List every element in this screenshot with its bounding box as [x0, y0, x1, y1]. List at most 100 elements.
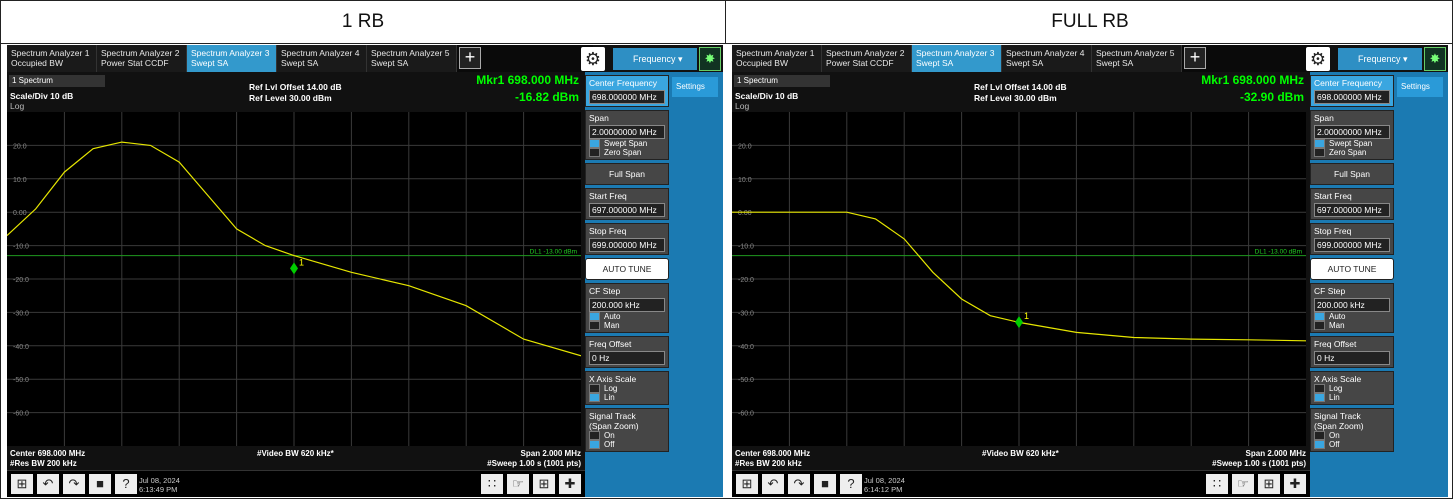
- keypad-icon[interactable]: ∷: [1206, 474, 1228, 494]
- signal-track-key[interactable]: Signal Track (Span Zoom) On Off: [1310, 408, 1394, 452]
- auto-tune-button[interactable]: AUTO TUNE: [1310, 258, 1394, 280]
- center-frequency-field[interactable]: 698.000000 MHz: [589, 90, 665, 104]
- auto-tune-button[interactable]: AUTO TUNE: [585, 258, 669, 280]
- radio-indicator: [589, 148, 600, 157]
- marker-diamond: [290, 262, 298, 275]
- on-option[interactable]: On: [589, 431, 665, 440]
- log-option[interactable]: Log: [1314, 384, 1390, 393]
- lin-option[interactable]: Lin: [1314, 393, 1390, 402]
- trace-select[interactable]: 1 Spectrum: [9, 75, 105, 87]
- tab-spectrum-analyzer-5[interactable]: Spectrum Analyzer 5 Swept SA: [367, 45, 457, 72]
- layout-icon[interactable]: ⊞: [533, 474, 555, 494]
- cf-step-field[interactable]: 200.000 kHz: [1314, 298, 1390, 312]
- cf-step-key[interactable]: CF Step 200.000 kHz Auto Man: [1310, 283, 1394, 333]
- stop-freq-key[interactable]: Stop Freq 699.000000 MHz: [1310, 223, 1394, 255]
- redo-icon[interactable]: ↷: [788, 474, 810, 494]
- off-option[interactable]: Off: [1314, 440, 1390, 449]
- add-tab-button[interactable]: +: [459, 47, 481, 69]
- freq-offset-field[interactable]: 0 Hz: [589, 351, 665, 365]
- tab-spectrum-analyzer-3[interactable]: Spectrum Analyzer 3 Swept SA: [187, 45, 277, 72]
- tab-spectrum-analyzer-1[interactable]: Spectrum Analyzer 1 Occupied BW: [7, 45, 97, 72]
- help-icon[interactable]: ?: [115, 474, 137, 494]
- folder-icon[interactable]: ■: [89, 474, 111, 494]
- undo-icon[interactable]: ↶: [762, 474, 784, 494]
- tab-spectrum-analyzer-2[interactable]: Spectrum Analyzer 2 Power Stat CCDF: [97, 45, 187, 72]
- redo-icon[interactable]: ↷: [63, 474, 85, 494]
- stop-freq-key[interactable]: Stop Freq 699.000000 MHz: [585, 223, 669, 255]
- auto-option[interactable]: Auto: [1314, 312, 1390, 321]
- res-bw-label: #Res BW 200 kHz: [735, 459, 802, 468]
- marker-frequency: Mkr1 698.000 MHz: [476, 73, 579, 87]
- tab-line2: Occupied BW: [736, 58, 788, 68]
- span-field[interactable]: 2.00000000 MHz: [1314, 125, 1390, 139]
- auto-option[interactable]: Auto: [589, 312, 665, 321]
- gear-icon[interactable]: ⚙: [1306, 47, 1330, 71]
- windows-icon[interactable]: ⊞: [736, 474, 758, 494]
- fullscreen-icon[interactable]: ✚: [1284, 474, 1306, 494]
- tab-spectrum-analyzer-2[interactable]: Spectrum Analyzer 2 Power Stat CCDF: [822, 45, 912, 72]
- windows-icon[interactable]: ⊞: [11, 474, 33, 494]
- key-sublabel: (Span Zoom): [1314, 421, 1364, 431]
- tab-spectrum-analyzer-1[interactable]: Spectrum Analyzer 1 Occupied BW: [732, 45, 822, 72]
- span-field[interactable]: 2.00000000 MHz: [589, 125, 665, 139]
- folder-icon[interactable]: ■: [814, 474, 836, 494]
- gear-icon[interactable]: ⚙: [581, 47, 605, 71]
- x-axis-scale-key[interactable]: X Axis Scale Log Lin: [585, 371, 669, 405]
- trace-select[interactable]: 1 Spectrum: [734, 75, 830, 87]
- zero-span-option[interactable]: Zero Span: [1314, 148, 1390, 157]
- frequency-dropdown[interactable]: Frequency ▾: [1338, 48, 1422, 70]
- add-tab-button[interactable]: +: [1184, 47, 1206, 69]
- cf-step-field[interactable]: 200.000 kHz: [589, 298, 665, 312]
- swept-span-option[interactable]: Swept Span: [589, 139, 665, 148]
- touch-icon[interactable]: ☞: [507, 474, 529, 494]
- scale-div: Scale/Div 10 dB: [735, 91, 799, 101]
- help-icon[interactable]: ?: [840, 474, 862, 494]
- log-option[interactable]: Log: [589, 384, 665, 393]
- settings-tab[interactable]: Settings: [1397, 77, 1443, 97]
- stop-freq-field[interactable]: 699.000000 MHz: [1314, 238, 1390, 252]
- tab-line1: Spectrum Analyzer 1: [11, 48, 90, 58]
- start-freq-field[interactable]: 697.000000 MHz: [1314, 203, 1390, 217]
- full-span-button[interactable]: Full Span: [1310, 163, 1394, 185]
- fullscreen-icon[interactable]: ✚: [559, 474, 581, 494]
- tab-spectrum-analyzer-4[interactable]: Spectrum Analyzer 4 Swept SA: [1002, 45, 1092, 72]
- layout-icon[interactable]: ⊞: [1258, 474, 1280, 494]
- freq-offset-key[interactable]: Freq Offset 0 Hz: [1310, 336, 1394, 368]
- start-freq-key[interactable]: Start Freq 697.000000 MHz: [1310, 188, 1394, 220]
- spectrum-plot[interactable]: 20.0 10.0 0.00 -10.0 -20.0 -30.0 -40.0 -50.0 -60…: [7, 112, 581, 446]
- tab-spectrum-analyzer-4[interactable]: Spectrum Analyzer 4 Swept SA: [277, 45, 367, 72]
- on-option[interactable]: On: [1314, 431, 1390, 440]
- undo-icon[interactable]: ↶: [37, 474, 59, 494]
- freq-offset-key[interactable]: Freq Offset 0 Hz: [585, 336, 669, 368]
- swept-span-option[interactable]: Swept Span: [1314, 139, 1390, 148]
- tab-spectrum-analyzer-3[interactable]: Spectrum Analyzer 3 Swept SA: [912, 45, 1002, 72]
- center-frequency-field[interactable]: 698.000000 MHz: [1314, 90, 1390, 104]
- start-freq-key[interactable]: Start Freq 697.000000 MHz: [585, 188, 669, 220]
- lin-option[interactable]: Lin: [589, 393, 665, 402]
- span-key[interactable]: Span 2.00000000 MHz Swept Span Zero Span: [1310, 110, 1394, 160]
- span-key[interactable]: Span 2.00000000 MHz Swept Span Zero Span: [585, 110, 669, 160]
- center-frequency-key[interactable]: Center Frequency 698.000000 MHz: [1310, 75, 1394, 107]
- key-label: Start Freq: [589, 191, 627, 201]
- freq-offset-field[interactable]: 0 Hz: [1314, 351, 1390, 365]
- start-freq-field[interactable]: 697.000000 MHz: [589, 203, 665, 217]
- signal-track-key[interactable]: Signal Track (Span Zoom) On Off: [585, 408, 669, 452]
- settings-tab[interactable]: Settings: [672, 77, 718, 97]
- zero-span-option[interactable]: Zero Span: [589, 148, 665, 157]
- trace-line: [7, 141, 581, 357]
- option-label: Off: [604, 440, 615, 449]
- display-line-label: DL1 -13.00 dBm: [530, 249, 577, 256]
- off-option[interactable]: Off: [589, 440, 665, 449]
- x-axis-scale-key[interactable]: X Axis Scale Log Lin: [1310, 371, 1394, 405]
- touch-icon[interactable]: ☞: [1232, 474, 1254, 494]
- full-span-button[interactable]: Full Span: [585, 163, 669, 185]
- cf-step-key[interactable]: CF Step 200.000 kHz Auto Man: [585, 283, 669, 333]
- tab-spectrum-analyzer-5[interactable]: Spectrum Analyzer 5 Swept SA: [1092, 45, 1182, 72]
- man-option[interactable]: Man: [1314, 321, 1390, 330]
- keypad-icon[interactable]: ∷: [481, 474, 503, 494]
- spectrum-plot[interactable]: 20.0 10.0 0.00 -10.0 -20.0 -30.0 -40.0 -50.0 -60…: [732, 112, 1306, 446]
- frequency-dropdown[interactable]: Frequency ▾: [613, 48, 697, 70]
- man-option[interactable]: Man: [589, 321, 665, 330]
- stop-freq-field[interactable]: 699.000000 MHz: [589, 238, 665, 252]
- center-frequency-key[interactable]: Center Frequency 698.000000 MHz: [585, 75, 669, 107]
